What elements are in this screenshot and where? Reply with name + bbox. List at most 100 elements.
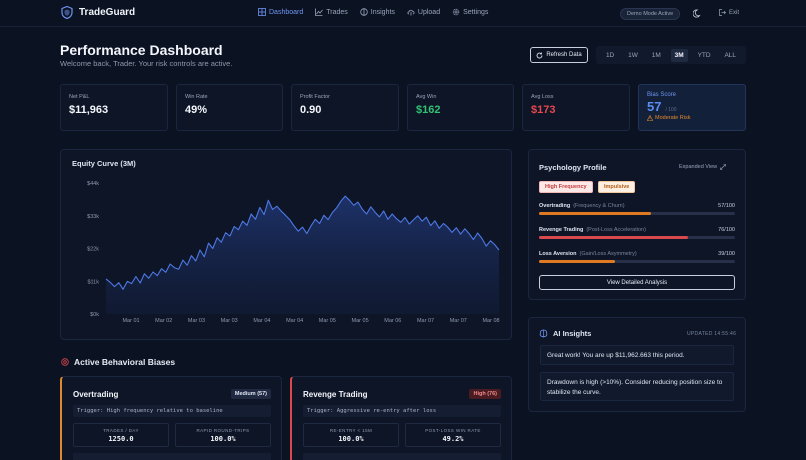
tag-impulsive: Impulsive [598,181,636,193]
warning-icon [647,115,653,121]
metric-value: 57/100 [718,203,735,209]
kpi-profit-factor: Profit Factor 0.90 [291,84,399,131]
x-tick-label: Mar 08 [482,318,499,324]
metric-name: Loss Aversion [539,251,577,257]
active-biases-title: Active Behavioral Biases [74,357,176,367]
page-subtitle: Welcome back, Trader. Your risk controls… [60,59,233,68]
nav-upload-label: Upload [417,8,441,16]
brand[interactable]: TradeGuard [61,6,135,19]
psychology-profile-panel: Psychology Profile Expanded View High Fr… [528,149,746,300]
bias-stat-value: 49.2% [442,435,464,443]
range-1w[interactable]: 1W [628,51,638,59]
kpi-avg-loss-label: Avg Loss [531,94,554,100]
grid-icon [258,8,266,16]
y-tick-label: $33k [87,214,99,220]
shield-icon [61,6,73,19]
metric-value: 39/100 [718,251,735,257]
x-tick-label: Mar 03 [221,318,238,324]
kpi-win-rate: Win Rate 49% [176,84,283,131]
kpi-profit-factor-label: Profit Factor [300,94,330,100]
metric-bar-track [539,236,735,239]
y-tick-label: $44k [87,181,99,187]
brain-icon [539,329,548,338]
range-all[interactable]: ALL [724,51,737,59]
metric-name: Revenge Trading [539,227,584,233]
x-tick-label: Mar 07 [450,318,467,324]
view-detailed-analysis-button[interactable]: View Detailed Analysis [539,275,735,290]
x-tick-label: Mar 04 [253,318,270,324]
bias-card-level-badge: Medium (57) [230,389,271,399]
bias-stat: RE-ENTRY < 15M 100.0% [303,423,399,447]
bias-card-revenge-trading[interactable]: Revenge Trading High (76) Trigger: Aggre… [290,376,512,460]
metric-sub: (Frequency & Churn) [573,203,625,209]
x-tick-label: Mar 02 [155,318,172,324]
cloud-upload-icon [407,9,415,16]
range-1m[interactable]: 1M [651,51,661,59]
bias-card-footer [73,453,271,460]
kpi-bias-score[interactable]: Bias Score 57 / 100 Moderate Risk [638,84,746,131]
ai-insights-title: AI Insights [553,329,592,338]
kpi-net-pnl-label: Net P&L [69,94,90,100]
metric-bar-fill [539,212,651,215]
bias-stat: TRADES / DAY 1250.0 [73,423,169,447]
metric-bar-fill [539,260,616,263]
nav-insights-label: Insights [370,8,395,16]
gear-icon [452,8,460,16]
kpi-net-pnl-value: $11,963 [69,104,109,116]
metric-revenge-trading: Revenge Trading (Post-Loss Acceleration) … [539,227,735,239]
target-icon [61,358,69,366]
bias-stat-value: 1250.0 [108,435,134,443]
kpi-profit-factor-value: 0.90 [300,104,322,116]
time-range-selector: 1D 1W 1M 3M YTD ALL [596,46,746,64]
x-tick-label: Mar 01 [122,318,139,324]
equity-curve-panel: Equity Curve (3M) $44k $33k $22k $11k $0k Ma… [60,149,512,340]
nav-settings[interactable]: Settings [452,8,488,16]
nav-dashboard[interactable]: Dashboard [258,8,303,16]
range-1d[interactable]: 1D [605,51,615,59]
equity-curve-title: Equity Curve (3M) [72,159,136,168]
kpi-avg-loss-value: $173 [531,104,556,116]
bias-card-overtrading[interactable]: Overtrading Medium (57) Trigger: High fr… [60,376,282,460]
refresh-data-label: Refresh Data [546,52,582,58]
top-bar: TradeGuard Dashboard Trades Insights Upl… [0,0,806,27]
bias-risk-level: Moderate Risk [647,115,737,121]
x-tick-label: Mar 07 [417,318,434,324]
expanded-view-button[interactable]: Expanded View [679,164,726,170]
nav-dashboard-label: Dashboard [269,8,304,16]
kpi-avg-win-label: Avg Win [416,94,437,100]
kpi-avg-loss: Avg Loss $173 [522,84,630,131]
x-tick-label: Mar 05 [319,318,336,324]
bias-stat-label: TRADES / DAY [103,428,139,433]
kpi-avg-win: Avg Win $162 [407,84,514,131]
bias-card-trigger: Trigger: High frequency relative to base… [73,405,271,417]
bias-stat-value: 100.0% [338,435,364,443]
expanded-view-label: Expanded View [679,164,718,170]
brain-icon [360,8,368,16]
kpi-avg-win-value: $162 [416,104,441,116]
x-tick-label: Mar 05 [352,318,369,324]
equity-curve-chart[interactable]: $44k $33k $22k $11k $0k Mar 01 Mar 02 Mar 03 Ma… [61,150,513,341]
bias-card-trigger: Trigger: Aggressive re-entry after loss [303,405,501,417]
bias-score-max: / 100 [665,107,677,113]
nav-trades[interactable]: Trades [315,8,348,16]
exit-button[interactable]: Exit [719,9,739,16]
equity-line [105,195,500,290]
metric-overtrading: Overtrading (Frequency & Churn) 57/100 [539,203,735,215]
range-3m[interactable]: 3M [670,48,688,62]
brand-name: TradeGuard [79,7,136,18]
nav-upload[interactable]: Upload [407,8,440,16]
moon-icon[interactable] [693,9,702,18]
metric-bar-fill [539,236,688,239]
bias-stat-label: RE-ENTRY < 15M [329,428,373,433]
nav-insights[interactable]: Insights [360,8,395,16]
bias-card-name: Overtrading [73,390,119,399]
y-tick-label: $11k [87,279,99,285]
refresh-data-button[interactable]: Refresh Data [530,47,588,63]
bias-stat-value: 100.0% [210,435,236,443]
chart-icon [315,8,324,16]
metric-bar-track [539,212,735,215]
bias-score-value: 57 [647,99,662,114]
kpi-net-pnl: Net P&L $11,963 [60,84,168,131]
bias-score-label: Bias Score [647,92,677,98]
range-ytd[interactable]: YTD [697,51,711,59]
